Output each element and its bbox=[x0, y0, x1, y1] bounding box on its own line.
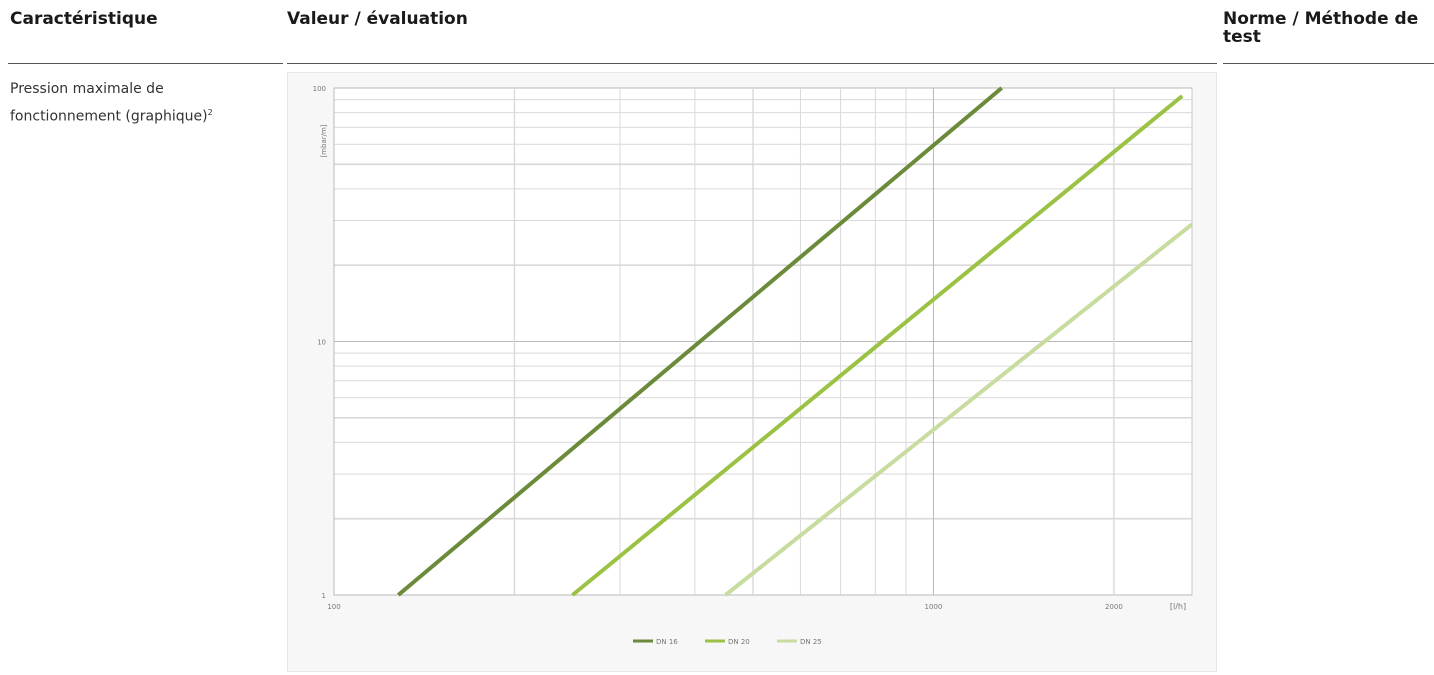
series-line-dn-16 bbox=[397, 86, 1003, 597]
header-norme: Norme / Méthode de test bbox=[1223, 9, 1419, 47]
chart-panel: 100 10 1 [mbar/m] 100 1000 2000 [l/h] DN 16 DN 20… bbox=[287, 72, 1217, 672]
header-caracteristique: Caractéristique bbox=[10, 9, 158, 29]
pressure-chart: 100 10 1 [mbar/m] 100 1000 2000 [l/h] DN 16 DN 20… bbox=[313, 85, 1194, 646]
legend-label: DN 25 bbox=[800, 638, 822, 646]
legend-label: DN 16 bbox=[656, 638, 678, 646]
x-tick-label: 100 bbox=[327, 603, 340, 611]
row-label-footnote: 2 bbox=[207, 108, 213, 117]
header-valeur: Valeur / évaluation bbox=[287, 9, 468, 29]
x-tick-label: 2000 bbox=[1105, 603, 1123, 611]
header-rule-col2 bbox=[287, 63, 1217, 64]
y-tick-label: 100 bbox=[313, 85, 326, 93]
y-axis-label: [mbar/m] bbox=[320, 124, 328, 157]
row-label: Pression maximale de fonctionnement (gra… bbox=[10, 78, 270, 129]
header-rule-col1 bbox=[8, 63, 283, 64]
x-axis-label: [l/h] bbox=[1170, 602, 1186, 611]
legend-label: DN 20 bbox=[728, 638, 750, 646]
y-tick-label: 10 bbox=[317, 339, 326, 347]
series-line-dn-25 bbox=[724, 222, 1194, 597]
row-label-text: Pression maximale de fonctionnement (gra… bbox=[10, 81, 208, 125]
header-rule-col3 bbox=[1223, 63, 1434, 64]
series-line-dn-20 bbox=[571, 94, 1184, 597]
x-tick-label: 1000 bbox=[925, 603, 943, 611]
y-tick-label: 1 bbox=[322, 592, 326, 600]
